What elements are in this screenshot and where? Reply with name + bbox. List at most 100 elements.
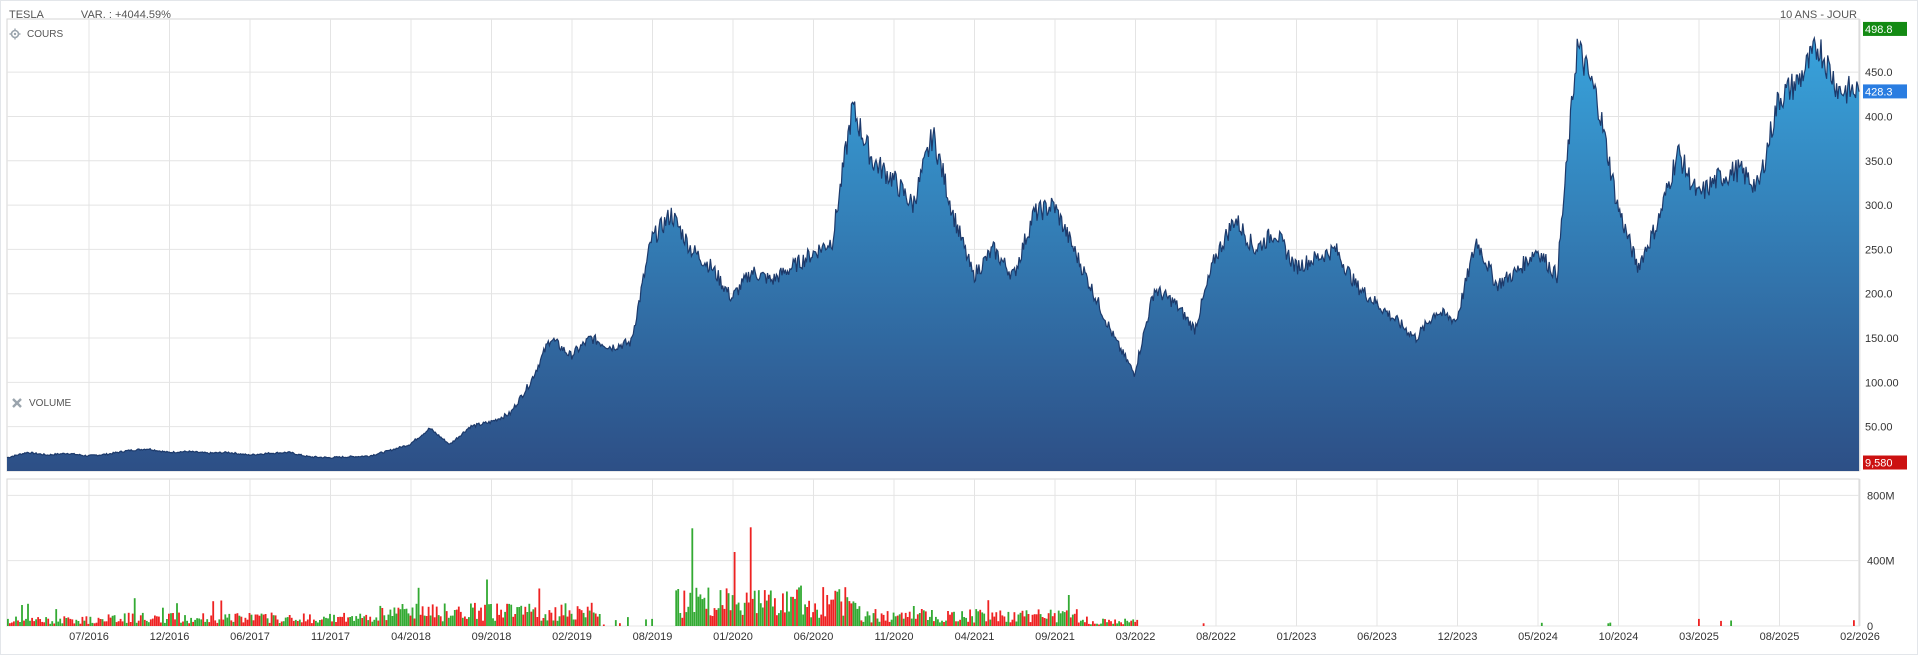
volume-bar [955, 621, 957, 626]
volume-bar [808, 600, 811, 626]
x-tick-label: 12/2023 [1438, 631, 1478, 643]
volume-bar [268, 622, 271, 626]
volume-bar [556, 620, 559, 626]
volume-bar [443, 603, 446, 626]
volume-bar [194, 619, 197, 626]
volume-bar [1130, 620, 1133, 626]
price-area-fill [7, 38, 1859, 471]
volume-bar [761, 607, 764, 626]
volume-bar [920, 609, 923, 626]
volume-bar [868, 615, 871, 626]
volume-bar [250, 614, 253, 626]
volume-bar [510, 604, 513, 626]
volume-bar [186, 620, 189, 626]
price-panel-label[interactable]: COURS [9, 28, 63, 40]
volume-bar [115, 622, 118, 626]
volume-bar [695, 587, 698, 626]
volume-bar [13, 621, 15, 626]
volume-bar [133, 598, 136, 626]
volume-bar [97, 617, 100, 626]
volume-bar [765, 600, 768, 626]
volume-bar [1047, 613, 1050, 626]
volume-bar [508, 603, 511, 626]
volume-bar [480, 607, 482, 626]
volume-bar [423, 615, 426, 626]
volume-bar [759, 603, 762, 626]
volume-bar [445, 611, 448, 626]
x-tick-label: 09/2018 [472, 631, 512, 643]
volume-bar [439, 616, 442, 626]
volume-bar [306, 619, 309, 626]
volume-bar [494, 620, 497, 626]
volume-bar [967, 621, 970, 626]
volume-bar [258, 615, 261, 626]
volume-bar [1057, 610, 1060, 626]
volume-bar [862, 621, 865, 626]
volume-bar [39, 619, 42, 626]
volume-bar [820, 614, 823, 626]
volume-bar [592, 612, 595, 626]
volume-bar [755, 613, 758, 626]
x-tick-label: 11/2020 [875, 631, 914, 643]
volume-bar [21, 605, 23, 626]
volume-bar [1120, 622, 1123, 626]
volume-bar [294, 619, 297, 626]
volume-bar [733, 552, 736, 626]
volume-bar [580, 610, 583, 626]
volume-bar [453, 610, 456, 626]
volume-bar [520, 605, 523, 626]
volume-bar [782, 593, 784, 626]
period-selector[interactable]: 10 ANS - JOUR [1779, 9, 1857, 21]
volume-bar [1021, 610, 1024, 626]
volume-bar [254, 614, 257, 626]
volume-bar [703, 597, 706, 626]
volume-bar [101, 619, 104, 626]
volume-bar [147, 622, 150, 626]
volume-bar [496, 603, 499, 626]
volume-bar [234, 613, 237, 626]
y-tick-label: 150.00 [1865, 333, 1899, 345]
high-badge [1863, 21, 1907, 36]
volume-bar [989, 619, 992, 626]
high-badge-text: 498.8 [1865, 24, 1893, 36]
volume-bar [484, 604, 486, 626]
volume-bar [433, 617, 436, 626]
volume-bar [882, 614, 885, 626]
volume-bar [747, 602, 750, 626]
gear-icon[interactable] [9, 28, 21, 40]
volume-bar [687, 606, 690, 626]
x-tick-label: 02/2019 [552, 631, 592, 643]
volume-bar [421, 606, 424, 626]
volume-bar [850, 603, 853, 626]
close-icon[interactable] [11, 397, 23, 409]
volume-bar [135, 622, 138, 626]
volume-bar [455, 609, 458, 626]
volume-bar [546, 620, 549, 626]
volume-bar [524, 606, 527, 626]
volume-bar [359, 613, 362, 626]
volume-bar [576, 606, 579, 626]
volume-bar [137, 620, 140, 626]
volume-bar [151, 618, 154, 626]
volume-bar [244, 617, 247, 626]
volume-panel-label[interactable]: VOLUME [11, 397, 71, 409]
volume-bar [429, 615, 432, 626]
volume-bar [1540, 622, 1543, 626]
volume-bar [683, 590, 686, 626]
volume-bar [578, 608, 581, 626]
volume-bar [1110, 621, 1112, 626]
volume-bar [75, 619, 78, 626]
volume-bar [417, 587, 420, 626]
volume-bar [1132, 619, 1135, 626]
volume-bar [586, 606, 589, 626]
volume-bar [502, 617, 505, 626]
volume-bar [713, 608, 716, 626]
volume-bar [548, 610, 551, 626]
volume-bar [542, 618, 545, 626]
volume-bar [327, 618, 329, 626]
volume-bar [1045, 618, 1048, 626]
volume-bar [729, 610, 732, 626]
volume-bar [838, 589, 841, 626]
volume-bar [160, 622, 162, 626]
